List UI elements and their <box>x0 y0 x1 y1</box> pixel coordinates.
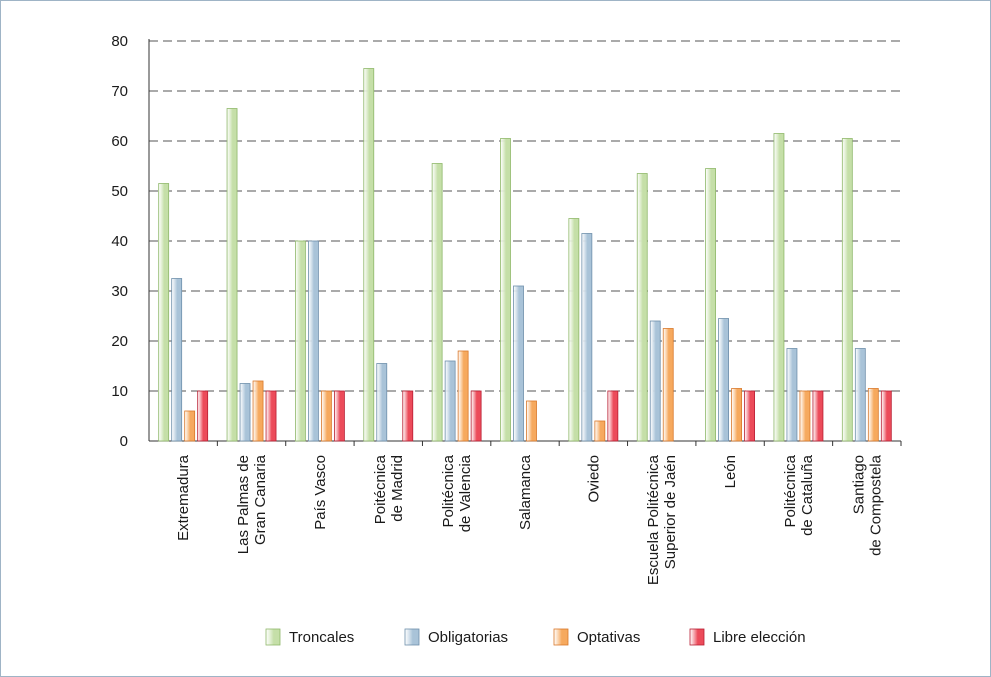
category-label: Poitécnicade Madrid <box>372 454 406 524</box>
legend-swatch <box>265 628 281 646</box>
y-tick-label: 10 <box>111 383 128 400</box>
bar-obligatorias <box>786 348 798 442</box>
bar-optativas <box>184 410 196 442</box>
y-tick-label: 70 <box>111 83 128 100</box>
bar-optativas <box>662 328 674 442</box>
bar-obligatorias <box>718 318 729 442</box>
bar-optativas <box>867 388 879 442</box>
bar-optativas <box>594 420 606 442</box>
legend-label: Libre elección <box>713 629 806 646</box>
bar-libre-elección <box>744 390 755 442</box>
bar-troncales <box>363 68 375 442</box>
y-tick-label: 30 <box>111 283 128 300</box>
bar-obligatorias <box>513 285 524 442</box>
bar-libre-elección <box>470 390 482 442</box>
category-label: Salamanca <box>517 454 534 530</box>
category-label-layer: Extremadura Las Palmas deGran Canaria País… <box>175 454 884 585</box>
legend-swatch <box>404 628 420 646</box>
y-tick-label: 40 <box>111 233 128 250</box>
legend-swatch <box>689 628 705 646</box>
category-label: Las Palmas deGran Canaria <box>235 454 269 554</box>
y-tick-label: 50 <box>111 183 128 200</box>
bar-optativas <box>321 390 332 442</box>
grid-layer <box>149 40 901 392</box>
bar-obligatorias <box>239 383 251 442</box>
bar-troncales <box>705 168 716 442</box>
bar-optativas <box>799 390 811 442</box>
category-label: Politécnicade Cataluña <box>782 454 816 536</box>
bar-libre-elección <box>607 390 619 442</box>
bar-troncales <box>841 138 853 442</box>
category-label: País Vasco <box>312 455 329 530</box>
bar-troncales <box>158 183 170 442</box>
bar-libre-elección <box>402 390 414 442</box>
bar-troncales <box>636 173 648 442</box>
bar-obligatorias <box>581 233 593 442</box>
bar-optativas <box>457 350 469 442</box>
y-tick-label: 20 <box>111 333 128 350</box>
bar-libre-elección <box>197 390 209 442</box>
bar-obligatorias <box>171 278 183 442</box>
bar-troncales <box>431 163 443 442</box>
bar-troncales <box>773 133 785 442</box>
bar-troncales <box>226 108 238 442</box>
y-tick-label: 0 <box>120 433 128 450</box>
bar-troncales <box>568 218 580 442</box>
bar-obligatorias <box>649 320 661 442</box>
category-label: León <box>722 455 739 488</box>
y-tick-label: 60 <box>111 133 128 150</box>
bar-libre-elección <box>880 390 892 442</box>
bar-optativas <box>731 388 742 442</box>
bar-libre-elección <box>812 390 824 442</box>
category-label: Extremadura <box>175 454 192 541</box>
bar-obligatorias <box>854 348 866 442</box>
bar-layer <box>158 68 892 442</box>
y-tick-label: 80 <box>111 33 128 50</box>
bar-libre-elección <box>334 390 345 442</box>
bar-obligatorias <box>444 360 456 442</box>
category-label: Politécnicade Valencia <box>440 454 474 532</box>
bar-libre-elección <box>265 390 277 442</box>
legend-label: Troncales <box>289 629 354 646</box>
category-label: Santiagode Compostela <box>850 454 884 556</box>
category-label: Oviedo <box>585 455 602 503</box>
bar-troncales <box>500 138 511 442</box>
bar-troncales <box>295 240 306 442</box>
bar-optativas <box>252 380 264 442</box>
legend-swatch <box>553 628 569 646</box>
bar-optativas <box>526 400 537 442</box>
legend: Troncales Obligatorias Optativas Libre elec… <box>265 628 806 646</box>
legend-label: Optativas <box>577 629 640 646</box>
bar-obligatorias <box>308 240 319 442</box>
category-label: Escuela PolitécnicaSuperior de Jaén <box>645 454 679 585</box>
bar-obligatorias <box>376 363 388 442</box>
legend-label: Obligatorias <box>428 629 508 646</box>
